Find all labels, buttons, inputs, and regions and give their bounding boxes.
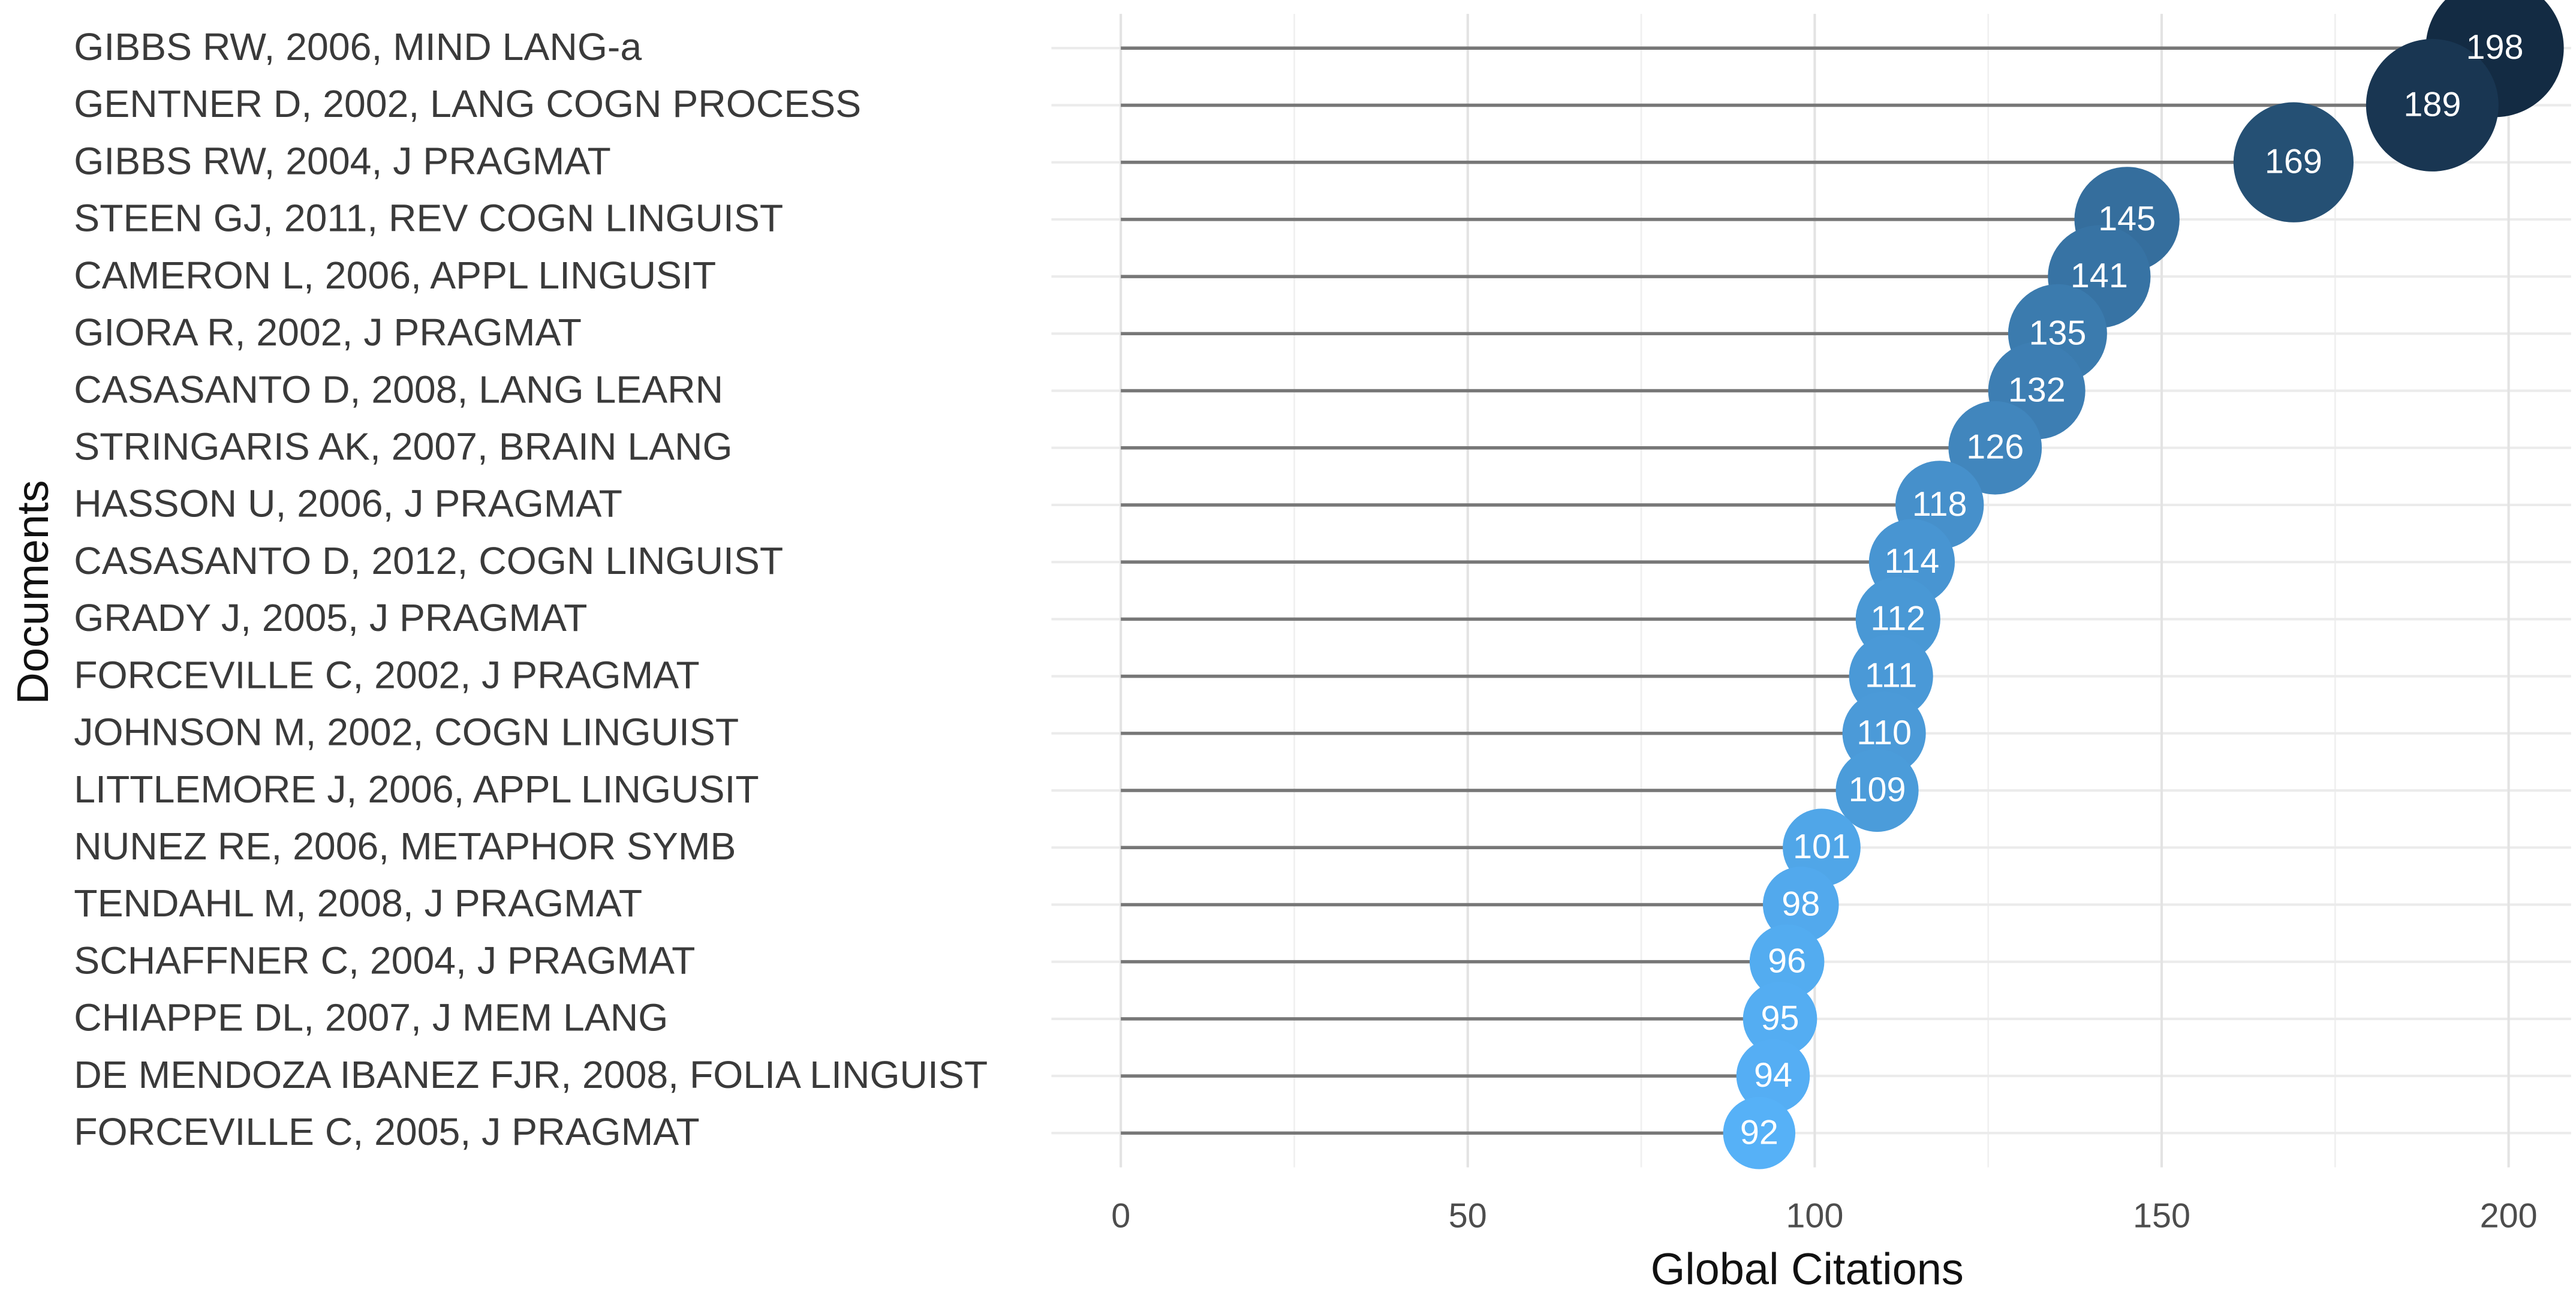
y-tick-label: SCHAFFNER C, 2004, J PRAGMAT [74,939,695,982]
value-label: 101 [1793,828,1850,866]
y-tick-label: NUNEZ RE, 2006, METAPHOR SYMB [74,825,736,868]
y-tick-label: STEEN GJ, 2011, REV COGN LINGUIST [74,197,783,240]
bubble [1749,924,1825,999]
value-label: 141 [2071,257,2128,295]
x-tick-label: 200 [2480,1197,2538,1235]
value-label: 145 [2098,200,2156,238]
value-label: 114 [1885,542,1940,581]
x-tick-label: 150 [2133,1197,2190,1235]
bubble [2233,102,2354,222]
value-label: 96 [1768,942,1806,981]
bubble [1762,867,1839,943]
value-label: 94 [1754,1056,1792,1094]
y-tick-label: FORCEVILLE C, 2005, J PRAGMAT [74,1110,699,1153]
value-label: 109 [1849,771,1906,809]
value-label: 95 [1761,999,1799,1038]
y-tick-label: GIBBS RW, 2004, J PRAGMAT [74,139,611,182]
value-label: 111 [1865,657,1917,695]
bubble [1723,1097,1796,1169]
y-tick-label: CASASANTO D, 2012, COGN LINGUIST [74,539,783,582]
bubble [1736,1039,1810,1113]
value-label: 126 [1966,428,2024,467]
y-tick-label: HASSON U, 2006, J PRAGMAT [74,482,622,525]
value-label: 98 [1781,885,1820,923]
y-tick-label: LITTLEMORE J, 2006, APPL LINGUSIT [74,768,759,811]
value-label: 92 [1740,1113,1778,1151]
y-tick-label: CHIAPPE DL, 2007, J MEM LANG [74,996,668,1039]
value-label: 135 [2029,314,2086,352]
y-tick-label: GIORA R, 2002, J PRAGMAT [74,311,582,354]
y-tick-label: STRINGARIS AK, 2007, BRAIN LANG [74,425,732,468]
value-label: 189 [2403,85,2461,124]
y-tick-label: FORCEVILLE C, 2002, J PRAGMAT [74,653,699,696]
y-tick-label: TENDAHL M, 2008, J PRAGMAT [74,882,642,925]
bubble [1948,401,2042,495]
y-tick-label: GENTNER D, 2002, LANG COGN PROCESS [74,82,861,125]
bubble [1835,748,1919,832]
y-tick-label: CASASANTO D, 2008, LANG LEARN [74,368,723,411]
x-axis-title: Global Citations [1651,1244,1964,1294]
value-label: 118 [1912,485,1967,524]
x-tick-label: 100 [1786,1197,1843,1235]
value-label: 112 [1870,599,1925,638]
bubble [2366,38,2499,172]
y-axis-title: Documents [8,480,58,704]
value-label: 132 [2008,371,2066,409]
y-tick-label: GIBBS RW, 2006, MIND LANG-a [74,25,642,68]
bubble [1743,982,1817,1056]
value-label: 110 [1856,714,1912,752]
x-tick-label: 50 [1449,1197,1487,1235]
y-tick-label: JOHNSON M, 2002, COGN LINGUIST [74,711,739,754]
y-tick-label: GRADY J, 2005, J PRAGMAT [74,596,587,639]
value-label: 198 [2466,28,2524,67]
x-tick-label: 0 [1111,1197,1130,1235]
value-label: 169 [2265,143,2322,181]
y-tick-label: CAMERON L, 2006, APPL LINGUSIT [74,254,716,297]
y-tick-label: DE MENDOZA IBANEZ FJR, 2008, FOLIA LINGU… [74,1053,988,1096]
